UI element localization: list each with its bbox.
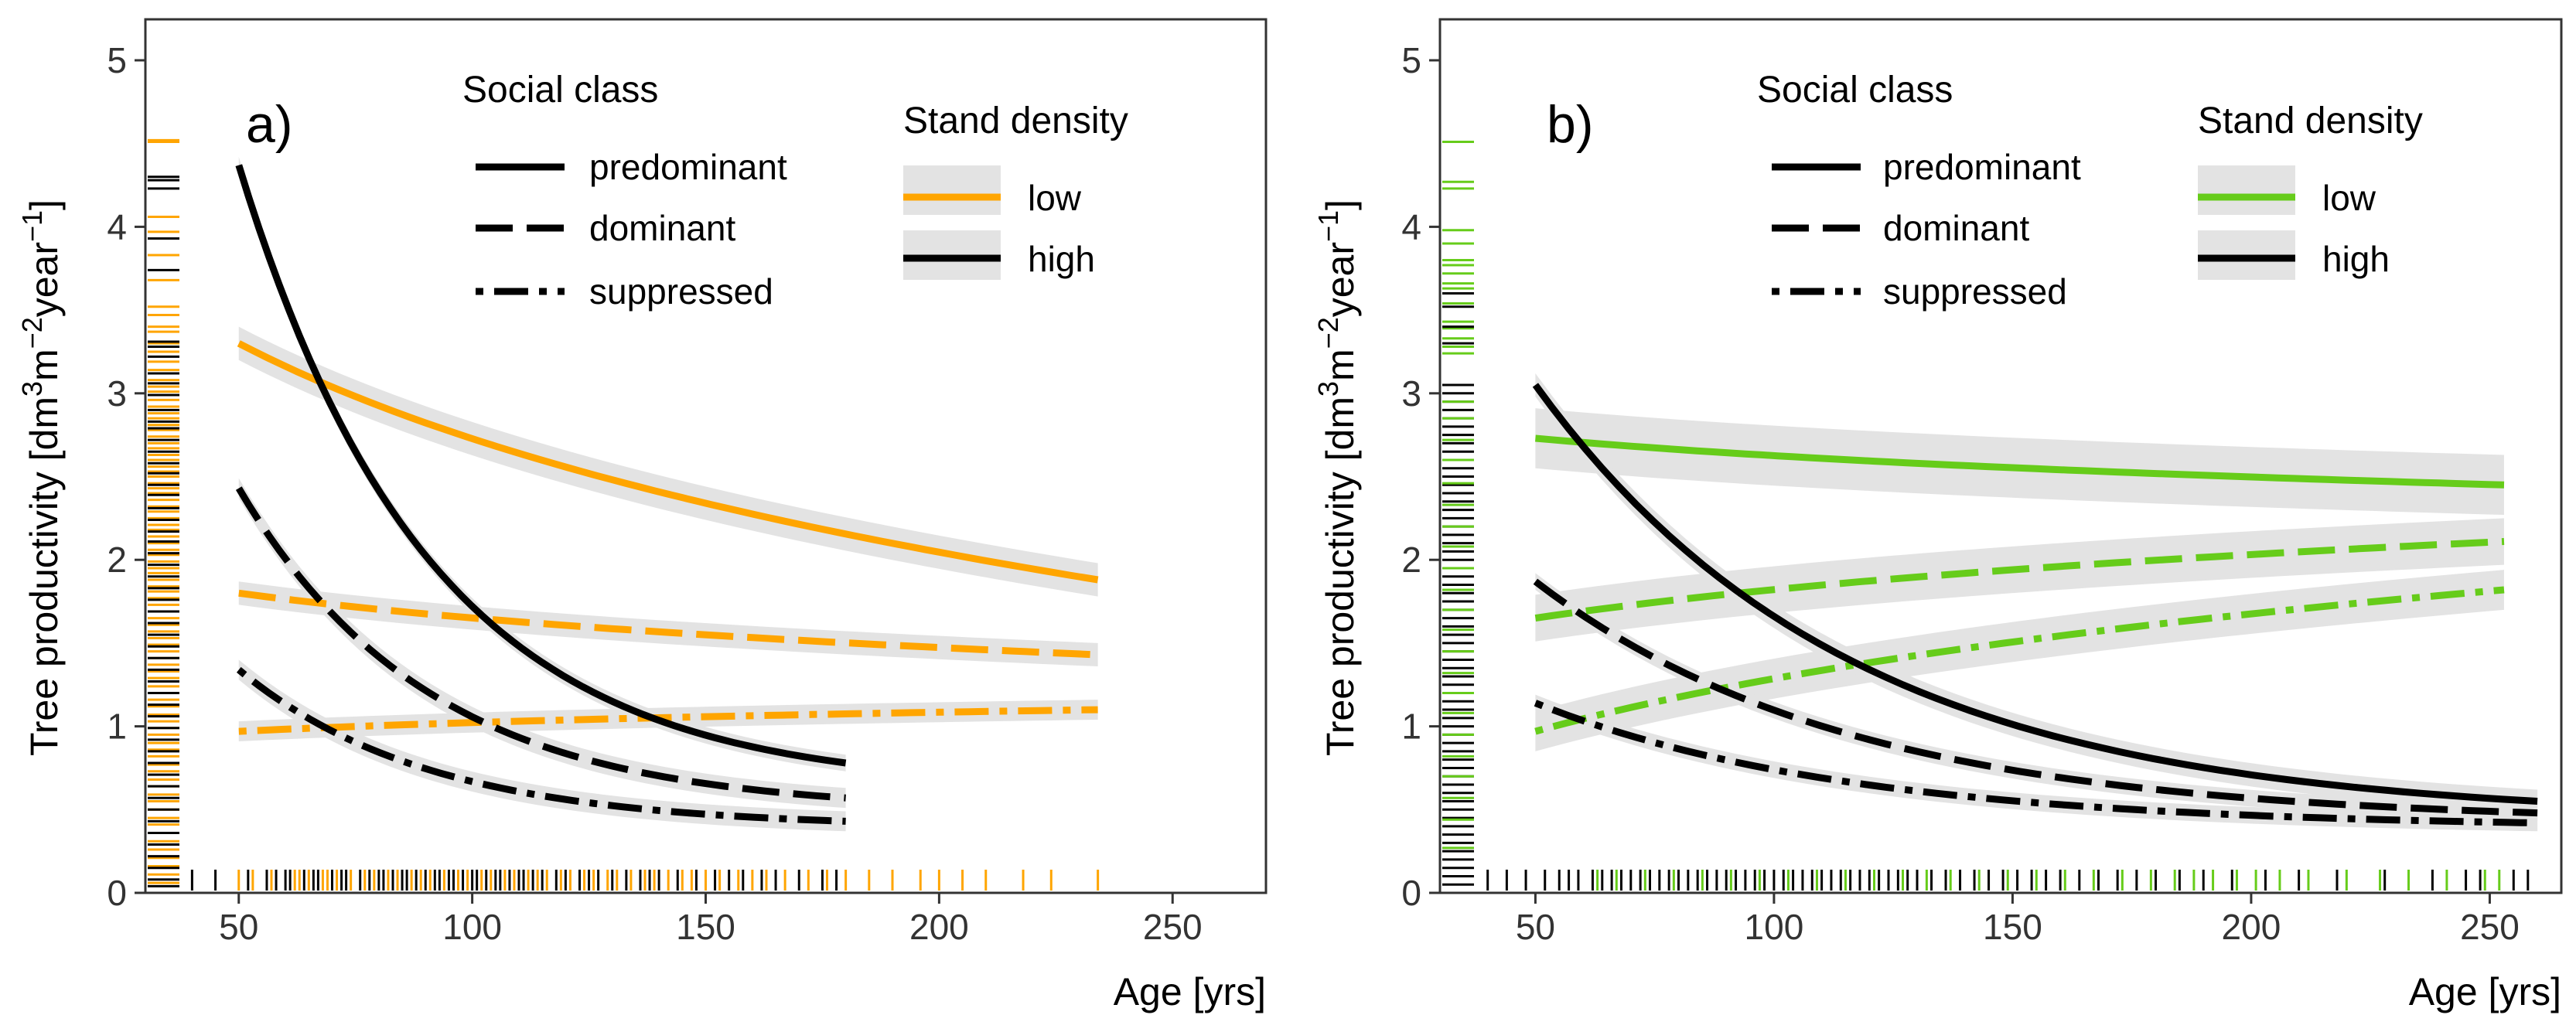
legend-predominant-label: predominant <box>1883 147 2081 187</box>
legend-predominant-label: predominant <box>589 147 787 187</box>
ribbon-low-predominant <box>238 326 1098 597</box>
x-tick-label: 250 <box>1143 907 1203 947</box>
panel-b: 50 100 150 200 250 0 1 2 3 4 5 Age [yrs] Tree prod… <box>1312 18 2563 1013</box>
series-line-high-suppressed <box>1534 700 2538 826</box>
y-tick-label: 3 <box>1401 373 1421 414</box>
legend-density-title: Stand density <box>2198 100 2423 141</box>
series-line-high-dominant <box>235 486 846 802</box>
ribbon-high-suppressed <box>238 659 846 832</box>
legend-dominant-label: dominant <box>589 208 735 248</box>
panel-b-x-axis-title: Age [yrs] <box>2409 970 2561 1013</box>
legend-dominant-label: dominant <box>1883 208 2029 248</box>
panel-b-rugs <box>1442 141 2530 891</box>
panel-b-ticks: 50 100 150 200 250 0 1 2 3 4 5 <box>1401 40 2519 947</box>
series-line-high-predominant <box>1532 383 2538 805</box>
series-line-low-dominant <box>1534 538 2505 622</box>
y-tick-label: 5 <box>107 40 127 80</box>
series-line-high-dominant <box>1533 578 2538 817</box>
series-line-high-suppressed <box>236 666 846 825</box>
y-tick-label: 4 <box>107 206 127 247</box>
legend-low-label: low <box>2322 178 2376 218</box>
series-line-low-suppressed <box>1534 586 2505 735</box>
legend-suppressed-label: suppressed <box>589 271 773 312</box>
series-line-high-predominant <box>235 164 847 767</box>
y-tick-label: 3 <box>107 373 127 414</box>
x-tick-label: 150 <box>1983 907 2042 947</box>
ribbon-high-dominant <box>238 478 846 809</box>
x-tick-label: 50 <box>1516 907 1555 947</box>
panel-a-y-axis-title: Tree productivity [dm3m−2year−1] <box>16 199 66 756</box>
panel-a-label: a) <box>246 95 292 154</box>
y-tick-label: 4 <box>1401 206 1421 247</box>
panel-a-legend-social: Social class predominant dominant suppre… <box>462 70 787 312</box>
panel-a-x-axis-title: Age [yrs] <box>1114 970 1266 1013</box>
x-tick-label: 200 <box>909 907 969 947</box>
y-tick-label: 1 <box>1401 707 1421 747</box>
legend-suppressed-label: suppressed <box>1883 271 2067 312</box>
x-tick-label: 100 <box>442 907 502 947</box>
y-tick-label: 0 <box>1401 873 1421 913</box>
y-tick-label: 5 <box>1401 40 1421 80</box>
panel-b-lines <box>1532 383 2538 826</box>
x-tick-label: 150 <box>676 907 735 947</box>
panel-a: 50 100 150 200 250 0 1 2 3 4 5 Age [yrs] Tree prod… <box>16 18 1268 1013</box>
panel-b-label: b) <box>1547 95 1593 154</box>
panel-b-legend-density: Stand density low high <box>2198 100 2423 280</box>
ribbon-low-predominant <box>1535 408 2504 516</box>
legend-low-ribbon <box>903 165 1001 215</box>
y-tick-label: 2 <box>1401 540 1421 580</box>
legend-low-ribbon <box>2198 165 2295 215</box>
y-tick-label: 2 <box>107 540 127 580</box>
legend-low-label: low <box>1028 178 1082 218</box>
x-tick-label: 250 <box>2460 907 2520 947</box>
x-tick-label: 50 <box>219 907 258 947</box>
panel-b-frame <box>1438 18 2563 894</box>
series-line-low-predominant <box>1535 434 2505 489</box>
y-tick-label: 1 <box>107 707 127 747</box>
legend-social-title: Social class <box>1757 70 1953 111</box>
legend-social-title: Social class <box>462 70 658 111</box>
panel-a-lines <box>235 164 1099 825</box>
series-line-low-dominant <box>238 589 1098 659</box>
legend-high-label: high <box>2322 239 2390 279</box>
series-line-low-suppressed <box>238 706 1098 735</box>
panel-b-y-axis-title: Tree productivity [dm3m−2year−1] <box>1312 199 1362 756</box>
x-tick-label: 200 <box>2222 907 2281 947</box>
x-tick-label: 100 <box>1745 907 1804 947</box>
panel-b-legend-social: Social class predominant dominant suppre… <box>1757 70 2081 312</box>
y-tick-label: 0 <box>107 873 127 913</box>
panel-a-legend-density: Stand density low high <box>903 100 1128 280</box>
legend-high-label: high <box>1028 239 1095 279</box>
series-line-low-predominant <box>237 340 1099 584</box>
panel-a-rugs <box>148 138 1100 891</box>
panel-a-ticks: 50 100 150 200 250 0 1 2 3 4 5 <box>107 40 1202 947</box>
legend-density-title: Stand density <box>903 100 1128 141</box>
